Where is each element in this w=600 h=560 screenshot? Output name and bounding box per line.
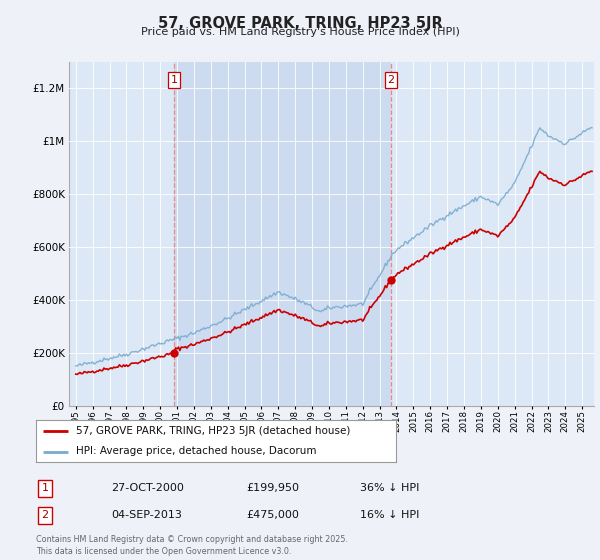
Text: 36% ↓ HPI: 36% ↓ HPI bbox=[360, 483, 419, 493]
Text: HPI: Average price, detached house, Dacorum: HPI: Average price, detached house, Daco… bbox=[76, 446, 316, 456]
Text: 57, GROVE PARK, TRING, HP23 5JR (detached house): 57, GROVE PARK, TRING, HP23 5JR (detache… bbox=[76, 426, 350, 436]
Bar bbox=[174, 62, 391, 406]
Text: 27-OCT-2000: 27-OCT-2000 bbox=[111, 483, 184, 493]
Text: 1: 1 bbox=[170, 75, 178, 85]
Text: 2: 2 bbox=[41, 510, 49, 520]
Text: £475,000: £475,000 bbox=[246, 510, 299, 520]
Text: £199,950: £199,950 bbox=[246, 483, 299, 493]
Text: 1: 1 bbox=[41, 483, 49, 493]
Text: 04-SEP-2013: 04-SEP-2013 bbox=[111, 510, 182, 520]
Text: 16% ↓ HPI: 16% ↓ HPI bbox=[360, 510, 419, 520]
Text: 57, GROVE PARK, TRING, HP23 5JR: 57, GROVE PARK, TRING, HP23 5JR bbox=[158, 16, 442, 31]
Text: Contains HM Land Registry data © Crown copyright and database right 2025.
This d: Contains HM Land Registry data © Crown c… bbox=[36, 535, 348, 556]
Text: Price paid vs. HM Land Registry's House Price Index (HPI): Price paid vs. HM Land Registry's House … bbox=[140, 27, 460, 37]
Text: 2: 2 bbox=[388, 75, 394, 85]
